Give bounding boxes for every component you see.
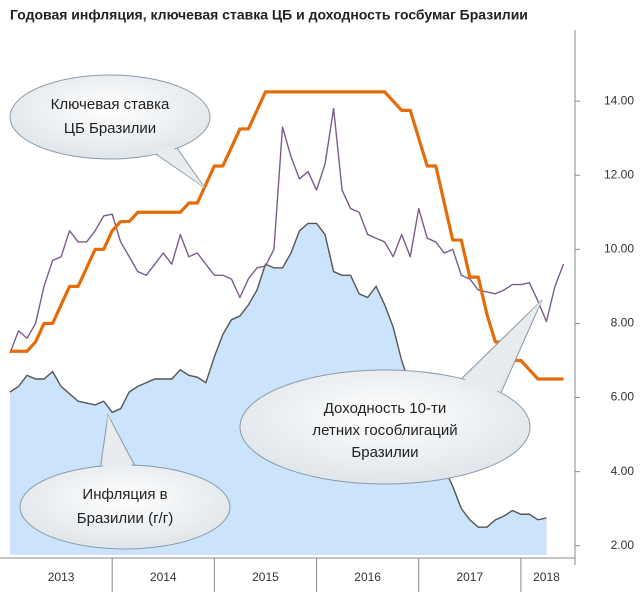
x-tick-label: 2016 <box>354 570 381 584</box>
y-tick-label: 12.00 <box>604 167 634 181</box>
y-tick-label: 4.00 <box>611 464 635 478</box>
y-tick-label: 14.00 <box>604 93 634 107</box>
callout-text: ЦБ Бразилии <box>64 120 156 137</box>
y-tick-label: 10.00 <box>604 242 634 256</box>
area-outline <box>9 222 547 528</box>
x-tick-label: 2015 <box>252 570 279 584</box>
x-tick-label: 2014 <box>150 570 177 584</box>
x-tick-label: 2018 <box>533 570 560 584</box>
callout-text: Доходность 10-ти <box>324 400 447 417</box>
callout-text: Бразилии (г/г) <box>77 510 173 527</box>
callout-text: летних гособлигаций <box>312 422 457 439</box>
callout: Доходность 10-ти летних гособлигаций Бра… <box>239 299 543 485</box>
y-tick-label: 6.00 <box>611 390 635 404</box>
line <box>9 107 565 354</box>
callouts: Ключевая ставка ЦБ Бразилии Доходность 1… <box>9 74 543 550</box>
chart-title: Годовая инфляция, ключевая ставка ЦБ и д… <box>10 7 528 23</box>
callout: Ключевая ставка ЦБ Бразилии <box>9 74 211 189</box>
x-tick-label: 2013 <box>48 570 75 584</box>
y-tick-label: 2.00 <box>611 538 635 552</box>
callout-text: Инфляция в <box>82 486 167 503</box>
y-tick-label: 8.00 <box>611 316 635 330</box>
callout-text: Ключевая ставка <box>51 96 170 113</box>
callout-text: Бразилии <box>351 444 418 461</box>
x-tick-label: 2017 <box>456 570 483 584</box>
line <box>10 90 564 381</box>
callout: Инфляция в Бразилии (г/г) <box>19 413 231 550</box>
